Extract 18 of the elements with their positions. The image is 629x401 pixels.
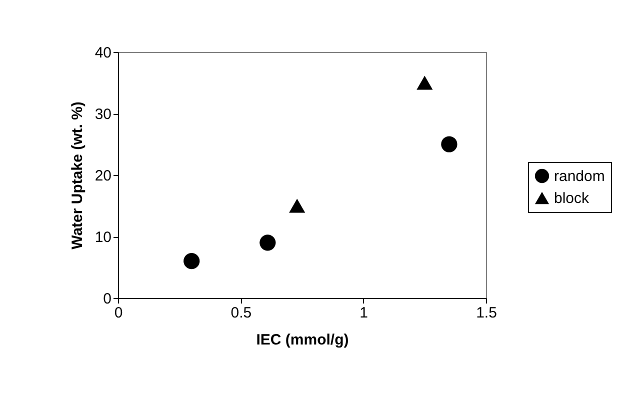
x-axis-title: IEC (mmol/g) <box>256 332 349 348</box>
point <box>441 136 458 152</box>
point <box>260 234 276 251</box>
legend-label: random <box>554 168 605 185</box>
y-tick-label: 10 <box>94 229 112 246</box>
y-tick-label: 40 <box>94 44 112 62</box>
x-tick-label: 0 <box>114 304 123 322</box>
point <box>416 76 433 90</box>
y-axis-title: Water Uptake (wt. %) <box>68 102 86 250</box>
x-tick-label: 0.5 <box>230 304 252 322</box>
x-tick-label: 1.5 <box>476 304 497 322</box>
y-tick-label: 0 <box>103 290 112 308</box>
point <box>289 198 306 213</box>
legend-label: block <box>554 190 590 207</box>
y-tick-label: 30 <box>94 106 112 123</box>
y-tick-label: 20 <box>94 168 112 184</box>
point <box>184 253 200 270</box>
x-tick-label: 1 <box>360 304 368 322</box>
